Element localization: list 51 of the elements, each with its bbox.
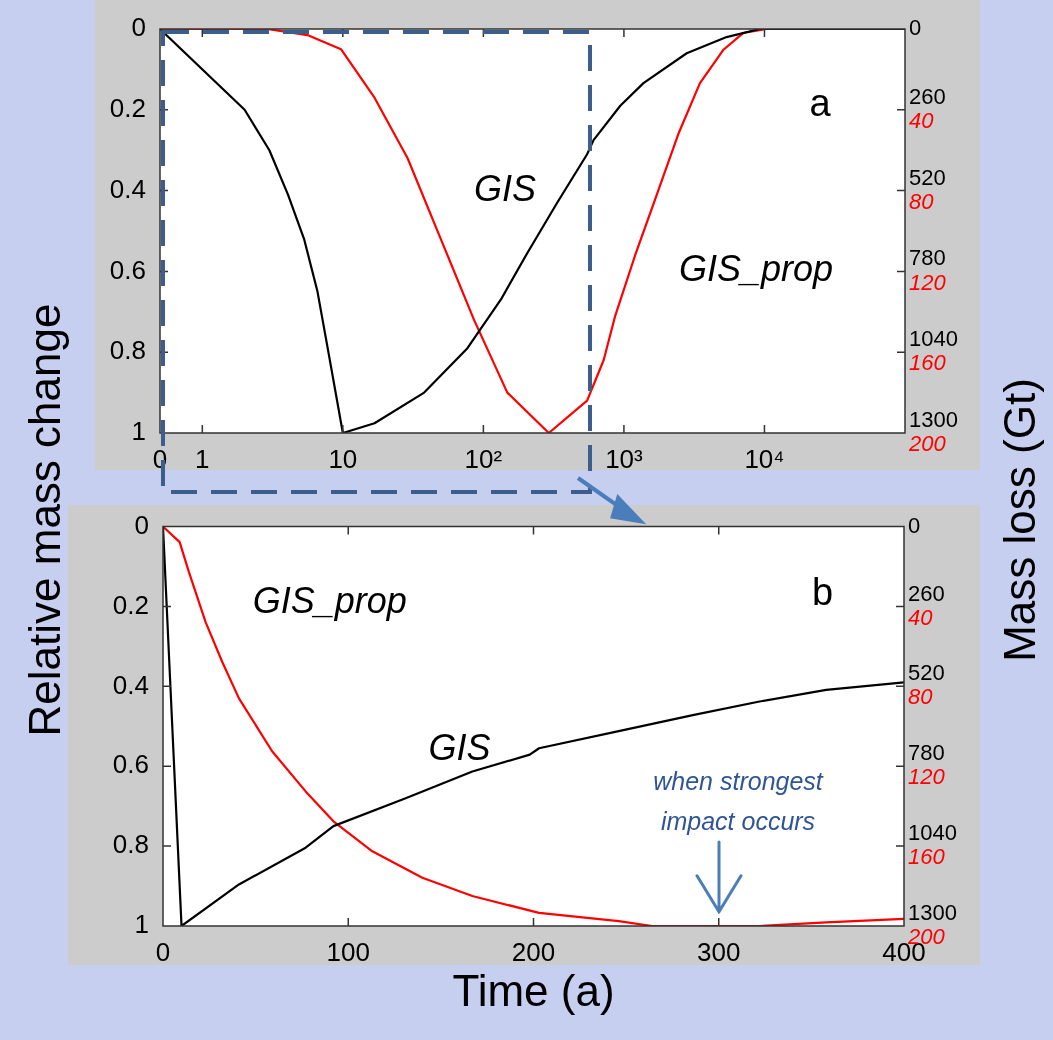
x-axis-title: Time (a) bbox=[451, 966, 616, 1015]
y2-tick-label: 260 bbox=[909, 83, 946, 109]
y-tick-label: 1 bbox=[131, 416, 146, 447]
series-label: GIS bbox=[428, 727, 491, 769]
y2-tick-label: 780 bbox=[908, 740, 945, 766]
y-tick-label: 0.6 bbox=[109, 254, 146, 285]
y3-tick-label: 120 bbox=[909, 269, 947, 295]
y2-tick-label: 0 bbox=[909, 15, 922, 41]
y3-tick-label: 160 bbox=[909, 350, 947, 376]
y-tick-label: 0.4 bbox=[109, 173, 146, 204]
y-tick-label: 0.8 bbox=[109, 335, 146, 366]
y2-tick-label: 520 bbox=[909, 164, 946, 190]
y2-tick-label: 1300 bbox=[909, 407, 958, 433]
y2-tick-label: 1040 bbox=[909, 326, 958, 352]
y3-tick-label: 80 bbox=[909, 188, 935, 214]
y2-tick-label: 1300 bbox=[908, 900, 957, 926]
y-tick-label: 0 bbox=[134, 509, 149, 540]
x-tick-label: 300 bbox=[697, 936, 741, 967]
y-tick-label: 0.8 bbox=[112, 829, 149, 860]
x-tick-label: 10⁴ bbox=[744, 443, 785, 474]
series-label: GIS_prop bbox=[678, 248, 834, 290]
y-tick-label: 0.4 bbox=[112, 669, 149, 700]
y2-tick-label: 1040 bbox=[908, 820, 957, 846]
series-label: GIS_prop bbox=[252, 579, 407, 621]
y3-tick-label: 80 bbox=[908, 684, 934, 710]
y2-axis-title: Mass loss (Gt) bbox=[995, 378, 1044, 662]
y2-tick-label: 0 bbox=[908, 512, 921, 538]
y-tick-label: 0.2 bbox=[112, 589, 149, 620]
y2-tick-label: 520 bbox=[908, 660, 945, 686]
y-tick-label: 0 bbox=[131, 12, 146, 43]
y-tick-label: 0.2 bbox=[109, 92, 146, 123]
y3-tick-label: 120 bbox=[908, 764, 946, 790]
x-tick-label: 10² bbox=[464, 443, 503, 474]
y3-tick-label: 40 bbox=[908, 604, 934, 630]
y2-tick-label: 260 bbox=[908, 580, 945, 606]
annotation: a bbox=[809, 82, 832, 125]
series-label: GIS bbox=[473, 167, 536, 209]
x-tick-label: 10³ bbox=[605, 443, 644, 474]
x-tick-label: 0 bbox=[155, 936, 171, 967]
x-tick-label: 100 bbox=[326, 936, 370, 967]
y-axis-title: Relative mass change bbox=[20, 303, 69, 737]
y2-tick-label: 780 bbox=[909, 245, 946, 271]
y-tick-label: 1 bbox=[134, 909, 149, 940]
annotation: b bbox=[811, 570, 834, 613]
x-tick-label: 1 bbox=[195, 443, 210, 474]
annotation: when strongest impact occurs bbox=[653, 767, 824, 836]
x-tick-label: 200 bbox=[511, 936, 556, 967]
y3-tick-label: 160 bbox=[908, 844, 946, 870]
x-tick-label: 10 bbox=[328, 443, 358, 474]
y3-tick-label: 40 bbox=[909, 107, 935, 133]
y-tick-label: 0.6 bbox=[112, 749, 149, 780]
